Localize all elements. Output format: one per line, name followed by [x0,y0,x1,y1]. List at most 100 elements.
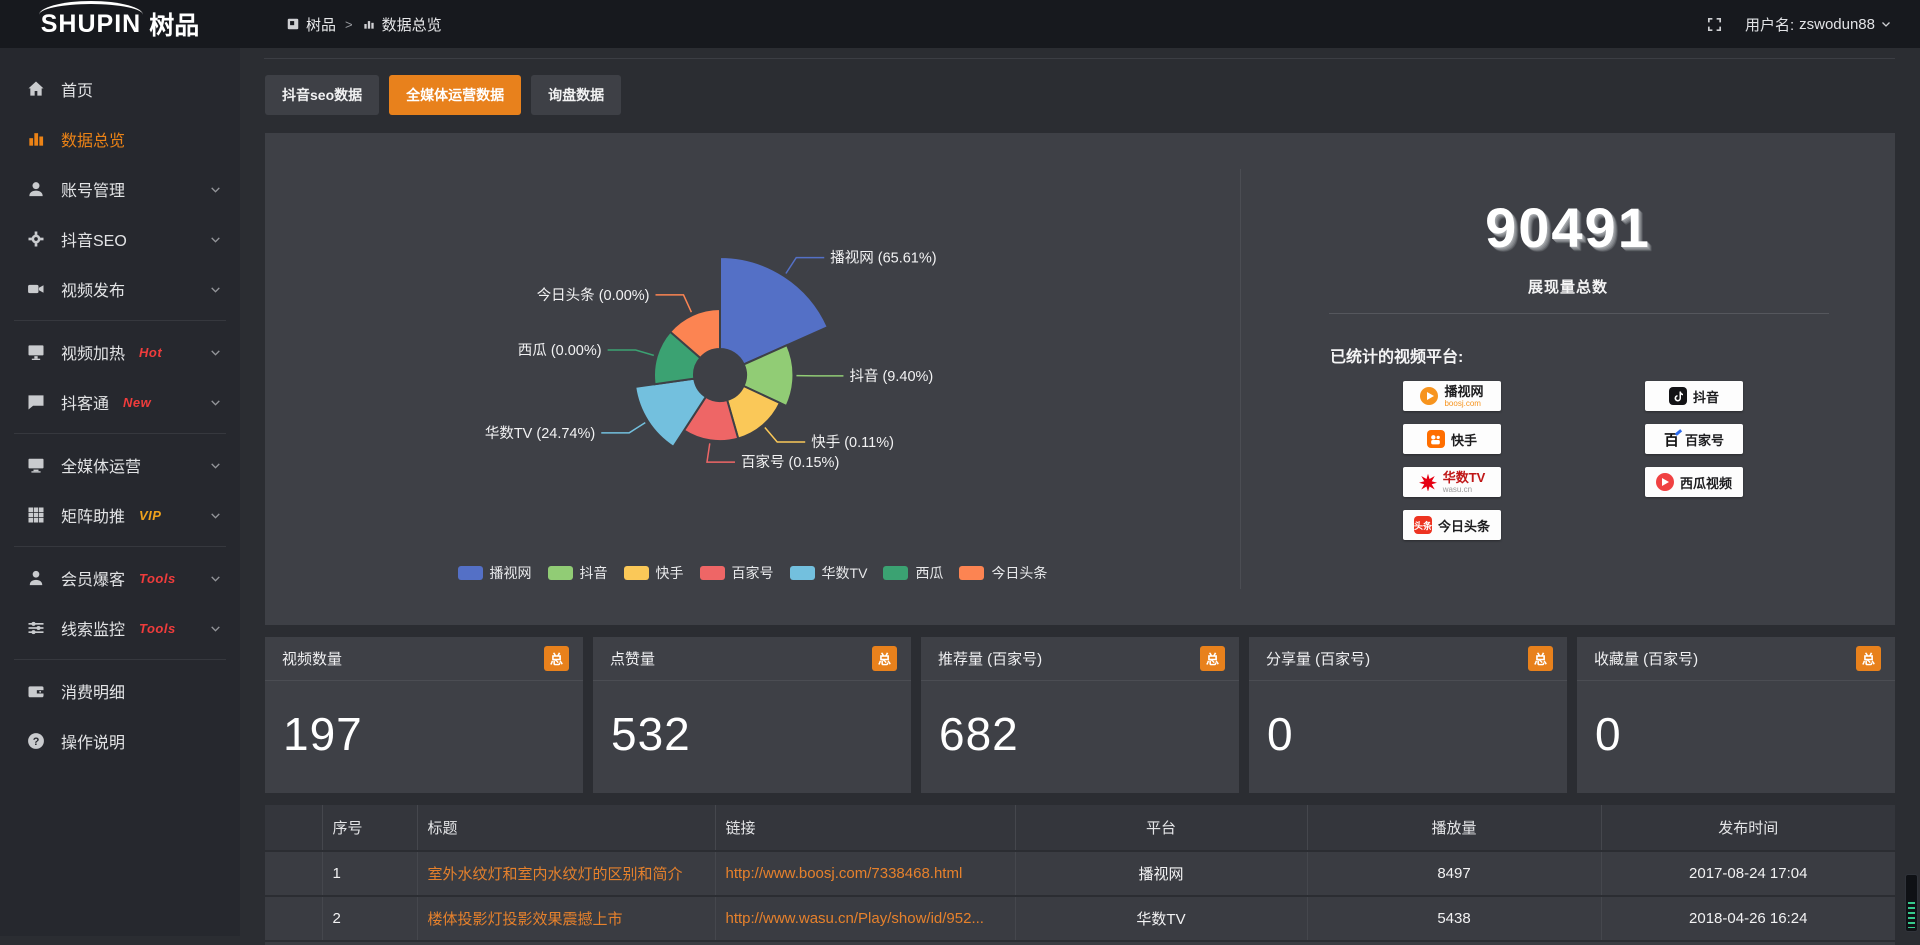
sidebar-item-首页[interactable]: 首页 [0,64,240,114]
label-line-播视网 [786,258,824,274]
gear-icon [26,229,46,249]
cell-time: 2017-08-24 17:04 [1601,851,1895,896]
sidebar-item-操作说明[interactable]: ? 操作说明 [0,716,240,766]
platform-badge-百家号: 百百家号 [1645,424,1743,454]
column-header-标题: 标题 [417,805,715,851]
card-value: 197 [265,681,583,761]
app-logo[interactable]: SHUPIN 树品 [0,6,240,42]
table-row: 1 室外水纹灯和室内水纹灯的区别和简介 http://www.boosj.com… [265,851,1895,896]
card-value: 0 [1249,681,1567,761]
home-icon [26,79,46,99]
card-header: 收藏量 (百家号) 总 [1577,637,1895,681]
card-title: 点赞量 [610,648,655,669]
platform-name: 百家号 [1685,430,1724,449]
sidebar-item-账号管理[interactable]: 账号管理 [0,164,240,214]
rule [1329,313,1829,314]
sidebar-item-抖客通[interactable]: 抖客通 New [0,377,240,427]
platform-name: 华数TV [1443,471,1486,484]
pie-slice-播视网[interactable] [720,257,828,364]
sidebar-item-label: 抖客通 [61,390,109,414]
cell-title-link[interactable]: 室外水纹灯和室内水纹灯的区别和简介 [417,851,715,896]
platform-badge-抖音: 抖音 [1645,381,1743,411]
pie-label-快手: 快手 (0.11%) [811,434,894,451]
user-menu[interactable]: 用户名: zswodun88 [1745,14,1892,35]
total-badge: 总 [1200,646,1225,671]
platform-name: 播视网 [1444,385,1483,398]
platforms-label: 已统计的视频平台: [1330,343,1463,367]
cell-url-link[interactable]: http://www.boosj.com/7338468.html [715,851,1015,896]
sidebar-item-抖音SEO[interactable]: 抖音SEO [0,214,240,264]
sidebar-item-数据总览[interactable]: 数据总览 [0,114,240,164]
card-header: 视频数量 总 [265,637,583,681]
label-line-华数TV [601,423,645,433]
sidebar-divider [14,320,226,321]
member-icon [26,568,46,588]
logo-text-en: SHUPIN [41,10,141,39]
sidebar-item-label: 账号管理 [61,177,125,201]
grid-icon [26,505,46,525]
card-value: 532 [593,681,911,761]
sidebar-item-消费明细[interactable]: 消费明细 [0,666,240,716]
platform-name: 快手 [1451,430,1477,449]
content-divider [264,58,1895,59]
legend-item-今日头条[interactable]: 今日头条 [959,563,1047,583]
legend-swatch [700,566,725,580]
pie-label-华数TV: 华数TV (24.74%) [485,425,595,442]
platform-column-2: 抖音百百家号西瓜视频 [1645,381,1743,497]
legend-item-百家号[interactable]: 百家号 [700,563,774,583]
breadcrumb-current[interactable]: 数据总览 [362,14,442,35]
floating-widget[interactable] [1905,874,1918,932]
stat-card-点赞量: 点赞量 总 532 [593,637,911,793]
legend-item-播视网[interactable]: 播视网 [458,563,532,583]
sidebar-item-视频发布[interactable]: 视频发布 [0,264,240,314]
legend-label: 西瓜 [915,563,943,583]
card-value: 0 [1577,681,1895,761]
label-line-今日头条 [656,295,692,312]
total-badge: 总 [872,646,897,671]
platform-name: 抖音 [1693,387,1719,406]
chat-icon [26,392,46,412]
legend-item-西瓜[interactable]: 西瓜 [883,563,943,583]
tab-询盘数据[interactable]: 询盘数据 [531,75,621,115]
tab-全媒体运营数据[interactable]: 全媒体运营数据 [389,75,521,115]
pie-label-抖音: 抖音 (9.40%) [849,368,933,385]
fullscreen-icon[interactable] [1706,16,1723,33]
column-header-链接: 链接 [715,805,1015,851]
widget-stripes [1908,902,1915,928]
card-value: 682 [921,681,1239,761]
breadcrumb-separator: > [345,17,353,32]
sidebar-item-label: 首页 [61,77,93,101]
select-all-cell [265,805,322,851]
sidebar-item-label: 操作说明 [61,729,125,753]
svg-text:?: ? [33,736,40,748]
cell-time: 2018-04-26 16:24 [1601,896,1895,941]
sidebar-item-全媒体运营[interactable]: 全媒体运营 [0,440,240,490]
legend-item-抖音[interactable]: 抖音 [548,563,608,583]
card-title: 推荐量 (百家号) [938,648,1042,669]
app-square-icon [286,17,300,31]
breadcrumb-home[interactable]: 树品 [286,14,336,35]
chevron-down-icon [209,572,222,585]
sidebar-item-tag: New [123,395,151,410]
cell-plays: 8497 [1307,851,1601,896]
platform-name: 西瓜视频 [1680,473,1732,492]
legend-swatch [548,566,573,580]
card-title: 分享量 (百家号) [1266,648,1370,669]
legend-item-快手[interactable]: 快手 [624,563,684,583]
sidebar-item-label: 全媒体运营 [61,453,141,477]
tab-抖音seo数据[interactable]: 抖音seo数据 [265,75,379,115]
cell-url-link[interactable]: http://www.wasu.cn/Play/show/id/952... [715,896,1015,941]
bar-chart-icon [26,129,46,149]
cell-no: 1 [322,851,417,896]
breadcrumb-label: 树品 [306,14,336,35]
breadcrumb: 树品 > 数据总览 [286,14,442,35]
stat-card-收藏量 (百家号): 收藏量 (百家号) 总 0 [1577,637,1895,793]
legend-item-华数TV[interactable]: 华数TV [790,563,868,583]
cell-title-link[interactable]: 楼体投影灯投影效果震撼上市 [417,896,715,941]
